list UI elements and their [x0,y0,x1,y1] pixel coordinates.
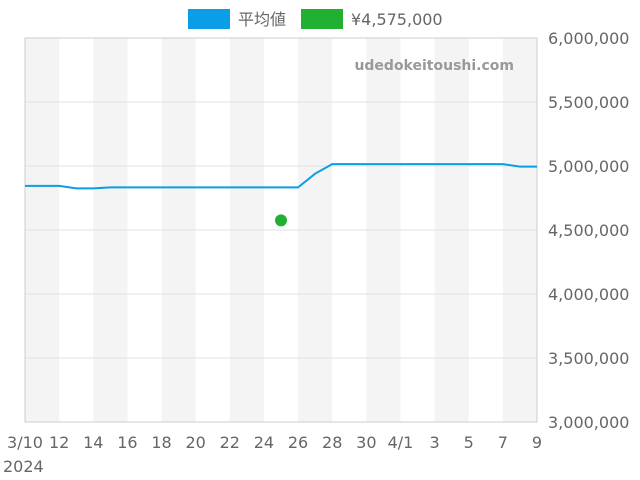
x-tick-label: 22 [220,433,240,452]
x-axis-ticks: 3/10 12 14 16 18 20 22 24 26 28 30 4/1 3 5 7 9 [7,433,542,452]
x-tick-label: 20 [185,433,205,452]
y-tick-label: 5,500,000 [548,93,629,112]
x-tick-label: 12 [49,433,69,452]
x-tick-label: 4/1 [388,433,414,452]
y-tick-label: 4,500,000 [548,221,629,240]
watermark: udedokeitoushi.com [354,58,514,74]
x-tick-label: 5 [464,433,474,452]
y-tick-label: 5,000,000 [548,157,629,176]
y-axis-ticks: 3,000,000 3,500,000 4,000,000 4,500,000 5,00… [548,29,629,432]
x-tick-label: 3 [430,433,440,452]
x-axis-year: 2024 [3,457,44,476]
x-tick-label: 26 [288,433,308,452]
y-tick-label: 3,500,000 [548,349,629,368]
legend-swatch-price[interactable] [301,9,343,29]
y-tick-label: 3,000,000 [548,413,629,432]
x-tick-label: 30 [356,433,376,452]
series-marks [25,163,537,227]
legend-swatch-average[interactable] [188,9,230,29]
average-price-line [25,163,537,190]
legend-label-price[interactable]: ¥4,575,000 [351,10,443,29]
x-tick-label: 28 [322,433,342,452]
legend: 平均値 ¥4,575,000 [188,9,443,29]
legend-label-average[interactable]: 平均値 [238,10,286,29]
x-tick-label: 14 [83,433,103,452]
x-tick-label: 24 [254,433,274,452]
y-tick-label: 6,000,000 [548,29,629,48]
x-tick-label: 16 [117,433,137,452]
x-tick-label: 3/10 [7,433,43,452]
price-point [275,214,287,227]
plot-frame [24,37,538,423]
x-tick-label: 7 [498,433,508,452]
y-tick-label: 4,000,000 [548,285,629,304]
x-tick-label: 18 [151,433,171,452]
x-tick-label: 9 [532,433,542,452]
